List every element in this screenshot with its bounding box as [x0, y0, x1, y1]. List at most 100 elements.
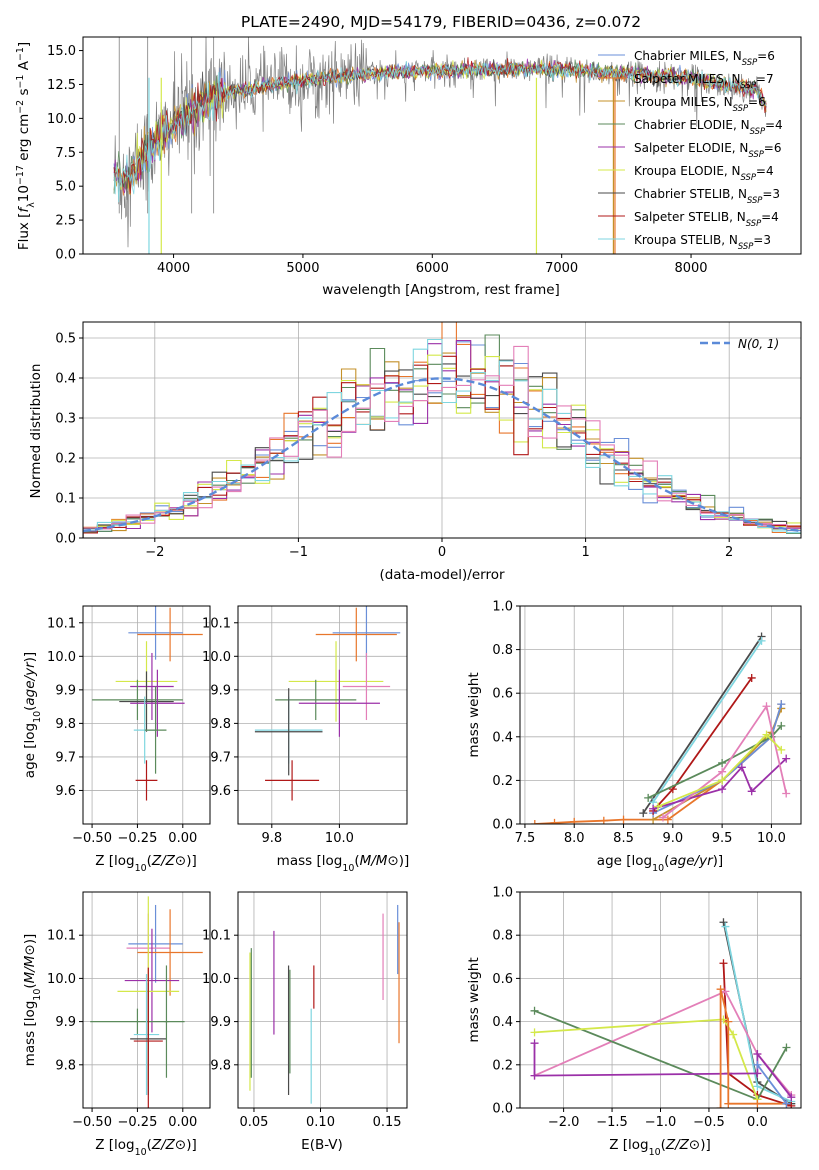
- x-tick-label: 10.0: [757, 831, 786, 846]
- text-part: )]: [186, 853, 197, 869]
- plot-area: [530, 918, 796, 1108]
- x-tick-label: 5000: [286, 261, 319, 276]
- point-marker: [716, 1104, 725, 1108]
- x-axis-label: (data-model)/error: [379, 567, 505, 583]
- x-tick-label: 10.0: [325, 831, 354, 846]
- y-tick-label: 9.7: [55, 750, 76, 765]
- series-chabrier-miles: [652, 703, 783, 814]
- axis-label: Z [log10(Z/Z⊙)]: [95, 853, 197, 874]
- y-tick-label: 2.5: [55, 214, 76, 229]
- axes-frame: [237, 891, 408, 1109]
- text-part: Z [log: [609, 1137, 648, 1153]
- y-tick-label: 0.0: [55, 532, 76, 547]
- y-tick-label: 0.8: [492, 929, 513, 944]
- y-tick-label: 9.8: [55, 1058, 76, 1073]
- point-marker: [530, 1006, 539, 1015]
- point-marker: [718, 758, 727, 767]
- y-tick-label: 12.5: [47, 78, 76, 93]
- y-tick-label: 0.0: [492, 1102, 513, 1117]
- gauss-curve: [83, 377, 801, 533]
- text-part: mass [log: [22, 1001, 38, 1067]
- point-marker: [753, 1082, 762, 1091]
- y-tick-label: 9.6: [210, 784, 231, 799]
- y-tick-label: 9.6: [55, 784, 76, 799]
- y-tick-label: 0.1: [55, 492, 76, 507]
- point-marker: [787, 1101, 796, 1108]
- plot-area: [92, 606, 203, 801]
- text-part: =6: [764, 141, 782, 155]
- text-part: 10: [342, 863, 354, 874]
- axes-spectrum: 4000 5000 6000 7000 8000 0.0 2.5 5.0 7.5 10.0 12.5…: [15, 13, 802, 298]
- text-part: Z/Z⊙: [151, 1137, 186, 1153]
- text-part: (: [661, 1137, 666, 1153]
- plot-area: [83, 322, 801, 538]
- point-marker: [782, 1099, 791, 1108]
- y-tick-label: 9.8: [210, 1058, 231, 1073]
- x-tick-label: 2: [725, 545, 733, 560]
- y-tick-label: 0.3: [55, 412, 76, 427]
- series-chabrier-stelib: [642, 635, 763, 814]
- text-part: (: [147, 853, 152, 869]
- x-tick-label: −2.0: [548, 1115, 580, 1130]
- y-tick-label: 10.0: [202, 650, 231, 665]
- text-part: age/yr: [22, 661, 38, 706]
- y-tick-label: 9.9: [210, 1015, 231, 1030]
- text-part: erg cm: [16, 114, 32, 165]
- hist-pink: [83, 345, 801, 538]
- series-pink: [662, 704, 788, 819]
- axes-age-vs-Z: −0.50 −0.25 0.00 9.6 9.7 9.8 9.9 10.0 10.1 Z [log…: [22, 605, 211, 874]
- point-marker: [747, 787, 756, 796]
- text-part: 10: [649, 1147, 661, 1158]
- y-tick-label: 0.4: [55, 372, 76, 387]
- text-part: Chabrier ELODIE, N: [634, 118, 750, 132]
- x-tick-label: 0.00: [168, 1115, 197, 1130]
- y-tick-label: 10.1: [47, 929, 76, 944]
- y-tick-label: 0.8: [492, 643, 513, 658]
- text-part: Z [log: [95, 853, 134, 869]
- text-part: −1: [15, 47, 26, 61]
- axes-frame: [237, 605, 408, 825]
- text-part: SSP: [738, 241, 754, 251]
- text-part: =6: [757, 49, 775, 63]
- text-part: Chabrier MILES, N: [634, 49, 742, 63]
- text-part: age [log: [597, 853, 652, 869]
- text-part: Z/Z⊙: [151, 853, 186, 869]
- text-part: =3: [753, 233, 771, 247]
- y-tick-label: 0.2: [492, 1058, 513, 1073]
- point-marker: [777, 700, 786, 709]
- series-kroupa-stelib: [652, 640, 763, 803]
- text-part: )]: [399, 853, 410, 869]
- point-marker: [718, 767, 727, 776]
- y-tick-label: 0.4: [492, 1015, 513, 1030]
- axis-label: Z [log10(Z/Z⊙)]: [95, 1137, 197, 1158]
- text-part: )]: [22, 934, 38, 945]
- text-part: (: [22, 706, 38, 711]
- y-tick-label: 5.0: [55, 180, 76, 195]
- point-marker: [753, 1060, 762, 1069]
- text-part: =4: [756, 164, 774, 178]
- x-tick-label: 0.0: [747, 1115, 768, 1130]
- chart-title: PLATE=2490, MJD=54179, FIBERID=0436, z=0…: [241, 13, 641, 31]
- axes-frame: [82, 891, 211, 1109]
- point-marker: [530, 820, 539, 824]
- x-tick-label: −1.0: [645, 1115, 677, 1130]
- point-marker: [724, 1017, 733, 1026]
- axes-frame: [519, 891, 802, 1109]
- x-tick-label: 8000: [674, 261, 707, 276]
- axis-label: Z [log10(Z/Z⊙)]: [609, 1137, 711, 1158]
- point-marker: [782, 789, 791, 798]
- text-part: −1: [15, 75, 26, 89]
- text-part: Kroupa ELODIE, N: [634, 164, 741, 178]
- x-tick-label: 7000: [545, 261, 578, 276]
- text-part: λ: [26, 202, 37, 208]
- plot-area: [249, 904, 400, 1104]
- series-chabrier-elodie: [647, 725, 782, 799]
- point-marker: [716, 985, 725, 994]
- text-part: ]: [16, 42, 32, 47]
- y-axis-label: Normed distribution: [28, 364, 44, 499]
- legend-label: Salpeter MILES, NSSP=7: [634, 72, 774, 90]
- text-part: Salpeter STELIB, N: [634, 210, 746, 224]
- axis-label: mass [log10(M/M⊙)]: [277, 853, 410, 874]
- x-tick-label: −0.25: [118, 831, 158, 846]
